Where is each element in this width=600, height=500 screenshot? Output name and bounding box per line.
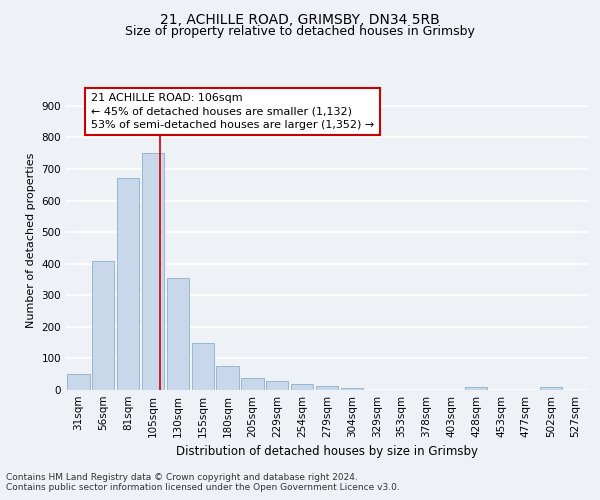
Bar xyxy=(167,278,189,390)
Bar xyxy=(67,374,89,390)
Text: Contains HM Land Registry data © Crown copyright and database right 2024.
Contai: Contains HM Land Registry data © Crown c… xyxy=(6,472,400,492)
Bar xyxy=(117,178,139,390)
Bar xyxy=(241,378,263,390)
Bar xyxy=(341,388,363,390)
Bar xyxy=(92,260,115,390)
X-axis label: Distribution of detached houses by size in Grimsby: Distribution of detached houses by size … xyxy=(176,446,478,458)
Text: 21, ACHILLE ROAD, GRIMSBY, DN34 5RB: 21, ACHILLE ROAD, GRIMSBY, DN34 5RB xyxy=(160,12,440,26)
Y-axis label: Number of detached properties: Number of detached properties xyxy=(26,152,36,328)
Bar xyxy=(291,384,313,390)
Bar xyxy=(266,380,289,390)
Text: 21 ACHILLE ROAD: 106sqm
← 45% of detached houses are smaller (1,132)
53% of semi: 21 ACHILLE ROAD: 106sqm ← 45% of detache… xyxy=(91,93,374,130)
Bar xyxy=(191,342,214,390)
Bar xyxy=(217,366,239,390)
Text: Size of property relative to detached houses in Grimsby: Size of property relative to detached ho… xyxy=(125,25,475,38)
Bar xyxy=(465,388,487,390)
Bar xyxy=(316,386,338,390)
Bar xyxy=(539,388,562,390)
Bar xyxy=(142,153,164,390)
